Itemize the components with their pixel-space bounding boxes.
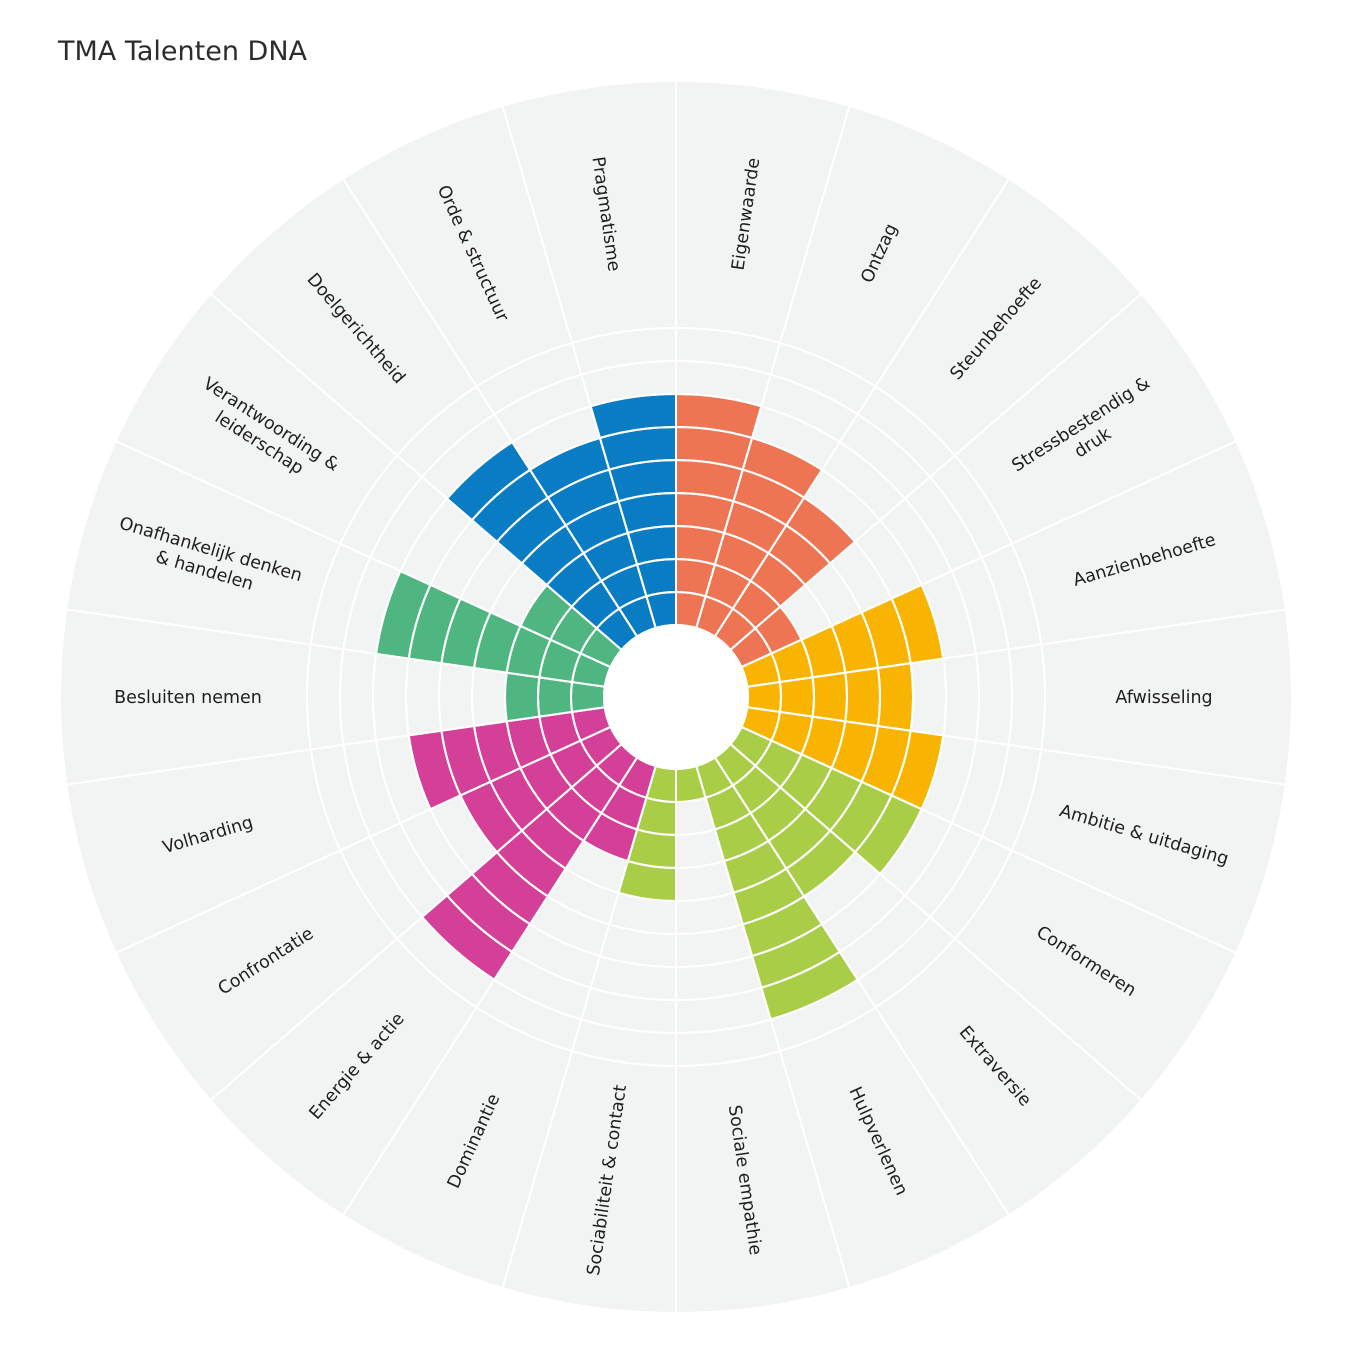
bar-segment: [811, 671, 848, 723]
bar-segment: [504, 671, 541, 723]
bar-ambitie-uitdaging: [740, 706, 945, 811]
grid-spoke: [741, 726, 1238, 955]
bar-segment: [876, 662, 915, 732]
grid-spoke: [341, 757, 638, 1217]
grid-spoke: [209, 292, 623, 651]
bar-segment: [844, 666, 881, 728]
grid-spoke: [65, 706, 605, 786]
category-label-line: Afwisseling: [1115, 688, 1212, 708]
page-title: TMA Talenten DNA: [58, 36, 307, 67]
grid-spoke: [114, 439, 611, 668]
grid-spoke: [695, 765, 851, 1290]
grid-spoke: [747, 706, 1287, 786]
grid-spoke: [714, 177, 1011, 637]
grid-spoke: [341, 177, 638, 637]
grid-spoke: [501, 104, 657, 629]
grid-spoke: [501, 765, 657, 1290]
bar-segment: [778, 676, 815, 718]
grid-spoke: [714, 757, 1011, 1217]
bar-segment: [537, 676, 574, 718]
grid-spoke: [729, 292, 1143, 651]
gridlines: [65, 80, 1287, 1314]
grid-spoke: [729, 743, 1143, 1102]
grid-spoke: [695, 104, 851, 629]
category-label-line: Besluiten nemen: [114, 688, 262, 708]
grid-spoke: [65, 608, 605, 688]
grid-spoke: [747, 608, 1287, 688]
grid-spoke: [209, 743, 623, 1102]
category-label: Besluiten nemen: [114, 688, 262, 708]
grid-spoke: [741, 439, 1238, 668]
category-label: Afwisseling: [1115, 688, 1212, 708]
center-hole: [604, 625, 748, 769]
grid-spoke: [114, 726, 611, 955]
